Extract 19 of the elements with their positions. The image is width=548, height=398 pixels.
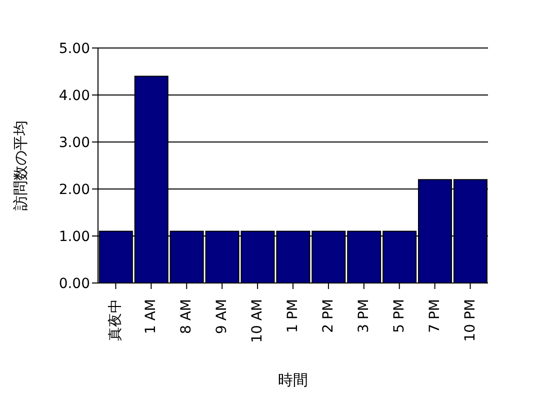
- x-tick-label: 3 PM: [356, 299, 372, 333]
- y-tick-label: 0.00: [58, 276, 90, 292]
- y-tick-label: 1.00: [58, 228, 90, 245]
- y-tick-label: 4.00: [58, 88, 90, 104]
- x-tick-label: 7 PM: [426, 299, 443, 333]
- x-tick-label: 10 PM: [462, 299, 478, 342]
- x-tick-label: 1 AM: [143, 299, 160, 334]
- x-tick-label: 2 PM: [320, 299, 336, 333]
- y-tick-label: 2.00: [58, 182, 90, 198]
- x-tick-label: 10 AM: [250, 299, 266, 343]
- x-axis-title: 時間: [278, 371, 308, 389]
- x-tick-label: 5 PM: [391, 299, 408, 333]
- y-tick-label: 5.00: [58, 40, 90, 57]
- y-axis-title: 訪問数の平均: [11, 120, 30, 210]
- x-tick-label: 1 PM: [285, 299, 301, 333]
- x-tick-label: 8 AM: [178, 299, 195, 334]
- x-tick-label: 真夜中: [108, 299, 124, 341]
- y-tick-label: 3.00: [58, 134, 90, 151]
- x-tick-label: 9 AM: [214, 299, 230, 334]
